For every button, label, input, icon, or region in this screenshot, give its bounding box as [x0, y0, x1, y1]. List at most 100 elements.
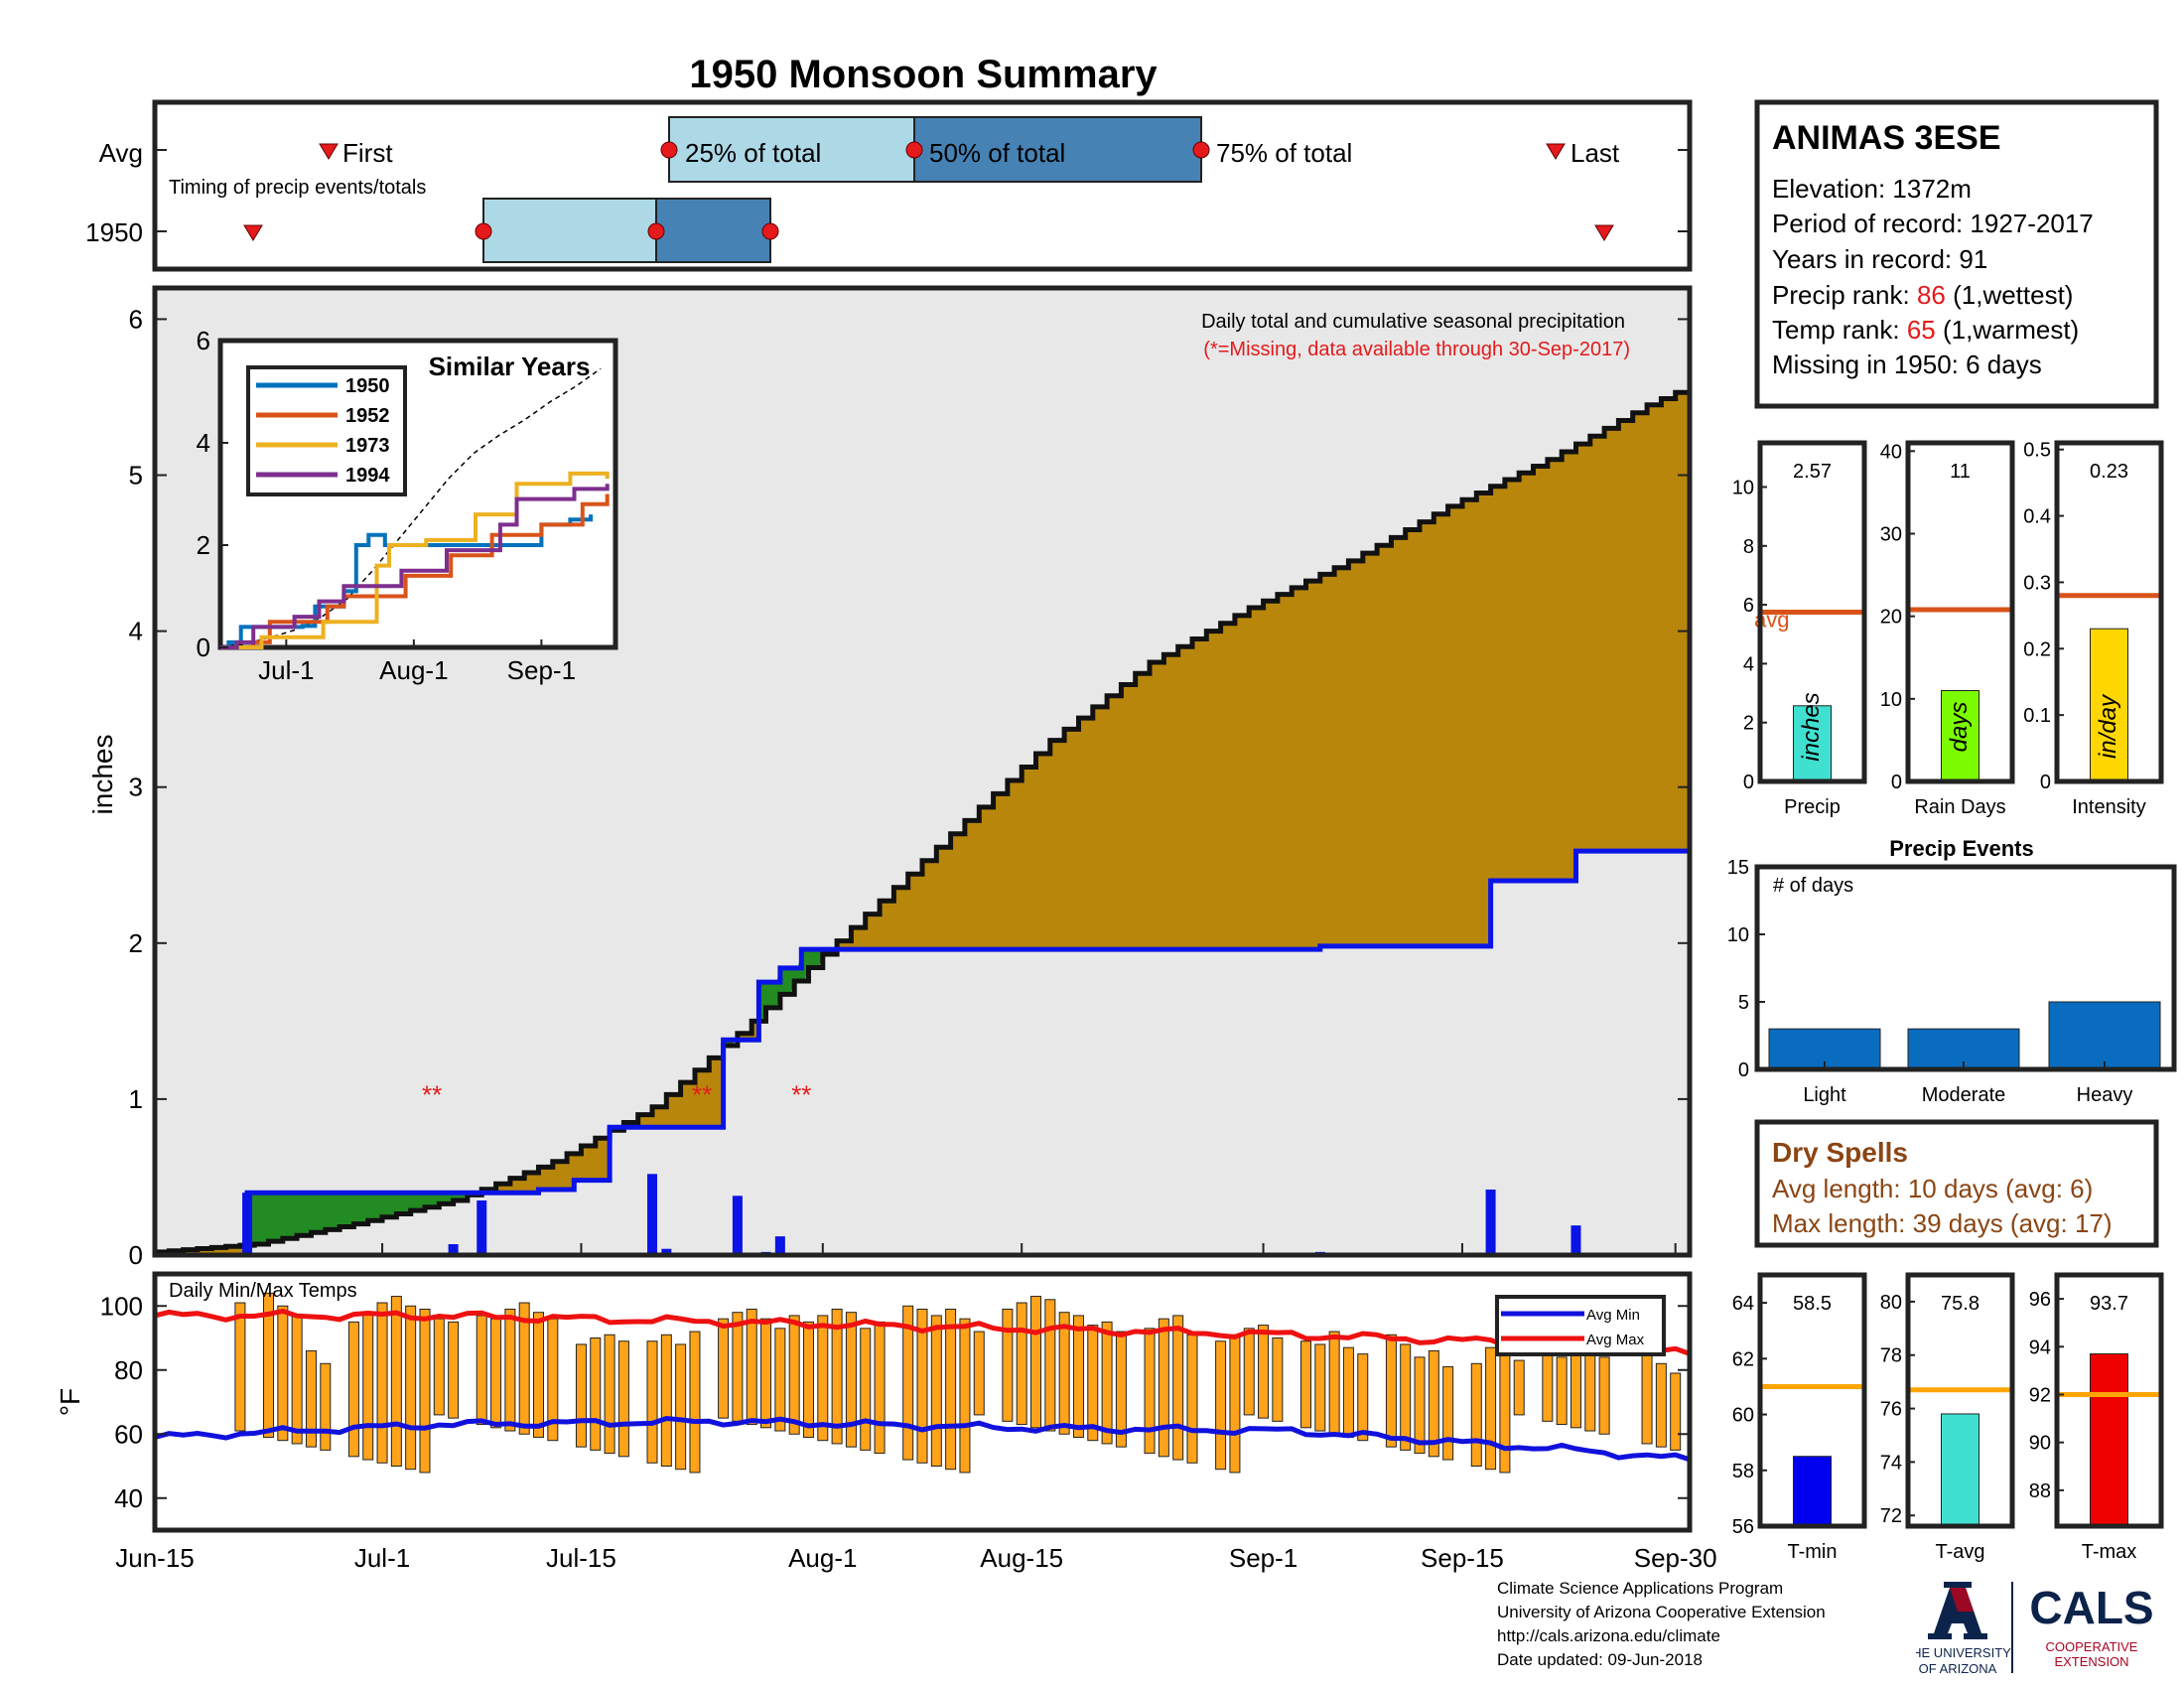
- main-ytick-label: 1: [129, 1084, 143, 1114]
- daily-precip-bar: [1570, 1225, 1581, 1255]
- tmax-panel-value: 93.7: [2090, 1293, 2128, 1315]
- daily-temp-bar: [1229, 1334, 1241, 1474]
- events-ylabel: # of days: [1773, 875, 1853, 897]
- events-axes: Light Moderate Heavy 0 5 10 15: [1727, 857, 2133, 1106]
- daily-temp-bar: [1655, 1362, 1667, 1448]
- footer-line4: Date updated: 09-Jun-2018: [1497, 1650, 1703, 1669]
- daily-temp-bar: [774, 1328, 786, 1432]
- temp-ytick-label: 80: [114, 1355, 143, 1385]
- precip-panel-tick-label: 8: [1743, 536, 1754, 558]
- daily-temp-bar: [1016, 1302, 1027, 1426]
- daily-temp-bar: [1485, 1346, 1497, 1471]
- dry-spells-panel: Dry Spells Avg length: 10 days (avg: 6) …: [1754, 1119, 2159, 1248]
- footer-line2: University of Arizona Cooperative Extens…: [1497, 1603, 1826, 1621]
- timing-panel: Avg 1950 Timing of precip events/totals …: [85, 99, 1693, 272]
- raindays-panel-tick-label: 10: [1880, 689, 1902, 711]
- daily-temp-bar: [689, 1331, 701, 1474]
- inset-legend-label: 1950: [345, 375, 390, 397]
- p75-label: 75% of total: [1216, 138, 1352, 168]
- daily-temp-bar: [1584, 1349, 1596, 1432]
- tmax-panel-label: T-max: [2082, 1541, 2137, 1563]
- tavg-panel-bar: [1941, 1413, 1979, 1527]
- daily-temp-bar: [1328, 1331, 1340, 1435]
- raindays-panel-tick-label: 20: [1880, 607, 1902, 629]
- station-temp-rank: Temp rank: 65 (1,warmest): [1772, 315, 2079, 345]
- temp-metric-bars: 56 58 60 62 64 58.5 T-min 72 74 76 78 80 75.8 T-avg 88…: [1732, 1272, 2164, 1563]
- tmax-panel-tick-label: 90: [2029, 1433, 2051, 1455]
- daily-temp-bar: [476, 1315, 487, 1426]
- event-ytick-label: 10: [1727, 924, 1749, 946]
- missing-markers: ** ** **: [422, 1080, 811, 1110]
- daily-temp-bar: [1258, 1325, 1270, 1419]
- daily-temp-bar: [575, 1343, 587, 1448]
- daily-temp-bar: [234, 1302, 246, 1432]
- temp-ytick-label: 40: [114, 1483, 143, 1513]
- station-period: Period of record: 1927-2017: [1772, 209, 2094, 238]
- dry-title: Dry Spells: [1772, 1137, 1908, 1168]
- daily-temp-bar: [1087, 1325, 1099, 1442]
- daily-precip-bar: [661, 1248, 672, 1255]
- avg-cumulative-line: [155, 386, 1693, 1255]
- logos: THE UNIVERSITY OF ARIZONA CALS COOPERATI…: [1916, 1582, 2154, 1676]
- inset-ytick-label: 6: [197, 326, 210, 355]
- year-last-marker: [1594, 224, 1614, 241]
- tmin-panel-value: 58.5: [1793, 1293, 1832, 1315]
- main-ytick-label: 2: [129, 928, 143, 958]
- main-ytick-label: 0: [129, 1240, 143, 1270]
- year-p50-marker: [647, 222, 665, 240]
- avg-first-marker: [319, 143, 339, 160]
- missing-marker: **: [791, 1080, 811, 1110]
- avg-q2-box: [913, 116, 1202, 183]
- inset-series-line: [220, 484, 610, 649]
- last-label: Last: [1570, 138, 1620, 168]
- main-ytick-label: 4: [129, 617, 143, 646]
- ua-text-1: THE UNIVERSITY: [1916, 1645, 2011, 1660]
- main-ytick-label: 6: [129, 304, 143, 334]
- precip-panel-unit: inches: [1798, 692, 1825, 761]
- timing-row-year: 1950: [85, 217, 143, 247]
- xtick-label: Aug-15: [980, 1543, 1063, 1573]
- tavg-panel-tick-label: 74: [1880, 1452, 1902, 1474]
- main-frame: [152, 285, 1693, 1258]
- daily-temp-bar: [1641, 1343, 1653, 1445]
- tmax-panel-bar: [2090, 1353, 2128, 1527]
- daily-temp-bar: [788, 1315, 800, 1435]
- daily-precip-bar: [774, 1236, 785, 1255]
- precip-metric-bars: avg02468102.57inchesPrecip01020304011day…: [1732, 440, 2164, 818]
- precip-panel-tick-label: 4: [1743, 653, 1754, 675]
- page-title: 1950 Monsoon Summary: [689, 53, 1158, 96]
- precip-panel-label: Precip: [1784, 796, 1841, 818]
- daily-temp-bar: [490, 1318, 502, 1429]
- daily-temp-bar: [1072, 1315, 1084, 1438]
- tmax-panel: 88 90 92 94 96 93.7 T-max: [2029, 1272, 2164, 1563]
- intensity-panel: 0 0.1 0.2 0.3 0.4 0.5 0.23 in/day Intensity: [2023, 440, 2164, 818]
- daily-temp-bar: [533, 1312, 544, 1438]
- dry-frame: [1754, 1119, 2159, 1248]
- precip-panel-tick-label: 0: [1743, 772, 1754, 793]
- intensity-panel-tick-label: 0.2: [2023, 638, 2051, 660]
- tmax-panel-tick-label: 94: [2029, 1336, 2051, 1358]
- daily-temp-bar: [930, 1315, 942, 1468]
- daily-temp-bar: [902, 1305, 914, 1461]
- temp-ytick-label: 60: [114, 1419, 143, 1449]
- tmin-panel-tick-label: 64: [1732, 1293, 1754, 1315]
- daily-temp-bar: [1513, 1359, 1525, 1416]
- dry-max: Max length: 39 days (avg: 17): [1772, 1208, 2113, 1238]
- daily-temp-bar: [1357, 1353, 1369, 1442]
- inset-title: Similar Years: [429, 352, 591, 381]
- tmin-panel: 56 58 60 62 64 58.5 T-min: [1732, 1272, 1867, 1563]
- daily-temp-bar: [604, 1334, 615, 1455]
- daily-temp-bar: [1428, 1349, 1439, 1458]
- main-ytick-label: 5: [129, 461, 143, 491]
- temp-frame: [152, 1271, 1693, 1533]
- tavg-panel-tick-label: 78: [1880, 1345, 1902, 1367]
- tavg-panel: 72 74 76 78 80 75.8 T-avg: [1880, 1272, 2015, 1563]
- station-name: ANIMAS 3ESE: [1772, 119, 2001, 157]
- inset-y-axis: 0 2 4 6: [197, 326, 228, 662]
- xtick-label: Sep-15: [1421, 1543, 1504, 1573]
- year-cumulative-line: [155, 848, 1690, 1258]
- events-frame: [1754, 864, 2177, 1072]
- tmin-panel-label: T-min: [1788, 1541, 1838, 1563]
- temp-ylabel: °F: [55, 1388, 85, 1416]
- tmax-panel-tick-label: 88: [2029, 1480, 2051, 1502]
